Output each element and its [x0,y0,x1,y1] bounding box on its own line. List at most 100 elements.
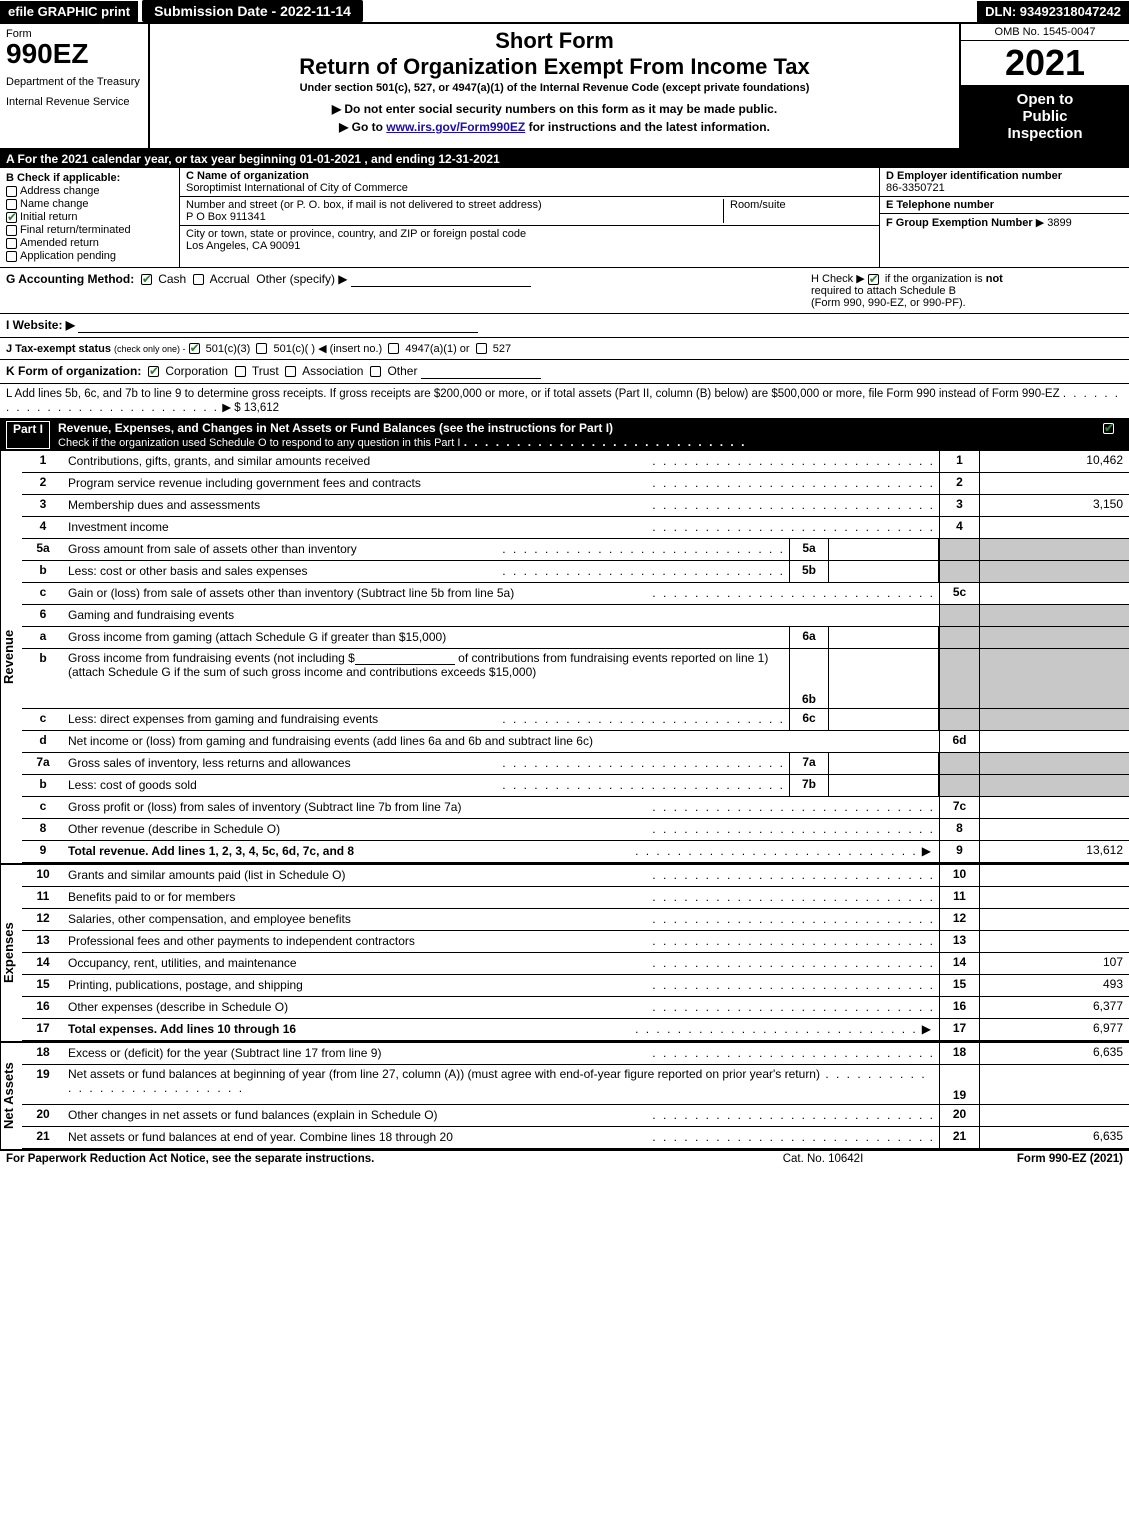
other-specify-blank[interactable] [351,273,531,287]
line-20-value [979,1105,1129,1126]
chk-501c3[interactable] [189,343,200,354]
identity-block: B Check if applicable: Address change Na… [0,168,1129,268]
row-l-gross-receipts: L Add lines 5b, 6c, and 7b to line 9 to … [0,384,1129,419]
revenue-section: Revenue 1Contributions, gifts, grants, a… [0,451,1129,863]
line-7a-value [829,753,939,774]
expenses-section: Expenses 10Grants and similar amounts pa… [0,863,1129,1041]
group-exemption-label: F Group Exemption Number [886,217,1033,229]
col-b-checkboxes: B Check if applicable: Address change Na… [0,168,180,267]
line-6b-blank[interactable] [355,651,455,665]
chk-schedule-o[interactable] [1103,423,1114,434]
dots-icon [502,564,785,578]
chk-corporation[interactable] [148,366,159,377]
row-i-website: I Website: ▶ [0,314,1129,338]
line-6d-value [979,731,1129,752]
line-16: 16Other expenses (describe in Schedule O… [22,997,1129,1019]
part-1-header: Part I Revenue, Expenses, and Changes in… [0,419,1129,451]
form-id-block: Form 990EZ Department of the Treasury In… [0,24,150,148]
goto-suffix: for instructions and the latest informat… [529,120,770,134]
dots-icon [502,756,785,770]
col-c-org-info: C Name of organization Soroptimist Inter… [180,168,879,267]
chk-other-org[interactable] [370,366,381,377]
dots-icon [464,435,747,449]
dots-icon [652,956,935,970]
ein-value: 86-3350721 [886,182,1123,194]
chk-final-return[interactable]: Final return/terminated [6,224,173,236]
line-5a-value [829,539,939,560]
chk-initial-return[interactable]: Initial return [6,211,173,223]
open-line1: Open to [965,91,1125,108]
dots-icon [652,1130,935,1144]
other-org-blank[interactable] [421,365,541,379]
line-8: 8Other revenue (describe in Schedule O)8 [22,819,1129,841]
form-year-block: OMB No. 1545-0047 2021 Open to Public In… [959,24,1129,148]
paperwork-notice: For Paperwork Reduction Act Notice, see … [6,1153,723,1165]
line-7c-value [979,797,1129,818]
arrow-icon [918,844,935,858]
group-exemption-value: 3899 [1047,217,1071,229]
form-footer-label: Form 990-EZ (2021) [923,1153,1123,1165]
col-b-title: B Check if applicable: [6,172,173,184]
open-line2: Public [965,108,1125,125]
chk-cash[interactable] [141,274,152,285]
website-blank[interactable] [78,319,478,333]
dept-treasury: Department of the Treasury [6,76,142,88]
dots-icon [652,890,935,904]
page-footer: For Paperwork Reduction Act Notice, see … [0,1149,1129,1167]
line-6a: aGross income from gaming (attach Schedu… [22,627,1129,649]
dots-icon [652,586,935,600]
dln-number: DLN: 93492318047242 [977,1,1129,22]
catalog-number: Cat. No. 10642I [723,1153,923,1165]
line-15: 15Printing, publications, postage, and s… [22,975,1129,997]
chk-association[interactable] [285,366,296,377]
dots-icon [502,542,785,556]
row-a-tax-year: A For the 2021 calendar year, or tax yea… [0,150,1129,168]
chk-accrual[interactable] [193,274,204,285]
line-6: 6Gaming and fundraising events [22,605,1129,627]
efile-print-label[interactable]: efile GRAPHIC print [0,1,138,22]
line-11-value [979,887,1129,908]
dots-icon [652,1000,935,1014]
form-header: Form 990EZ Department of the Treasury In… [0,24,1129,150]
chk-amended-return[interactable]: Amended return [6,237,173,249]
dots-icon [652,454,935,468]
tax-year: 2021 [961,41,1129,85]
chk-trust[interactable] [235,366,246,377]
line-9: 9Total revenue. Add lines 1, 2, 3, 4, 5c… [22,841,1129,863]
part-1-label: Part I [6,421,50,449]
dots-icon [652,822,935,836]
dots-icon [652,1108,935,1122]
chk-address-change[interactable]: Address change [6,185,173,197]
line-4-value [979,517,1129,538]
line-4: 4Investment income4 [22,517,1129,539]
line-6a-value [829,627,939,648]
line-5c: cGain or (loss) from sale of assets othe… [22,583,1129,605]
line-3-value: 3,150 [979,495,1129,516]
under-section-text: Under section 501(c), 527, or 4947(a)(1)… [154,82,955,94]
line-7a: 7aGross sales of inventory, less returns… [22,753,1129,775]
chk-4947[interactable] [388,343,399,354]
line-1: 1Contributions, gifts, grants, and simil… [22,451,1129,473]
chk-527[interactable] [476,343,487,354]
chk-schedule-b[interactable] [868,274,879,285]
line-19: 19Net assets or fund balances at beginni… [22,1065,1129,1105]
chk-application-pending[interactable]: Application pending [6,250,173,262]
accounting-method: G Accounting Method: Cash Accrual Other … [6,272,803,309]
line-20: 20Other changes in net assets or fund ba… [22,1105,1129,1127]
line-14-value: 107 [979,953,1129,974]
dots-icon [635,1022,918,1036]
form-title-block: Short Form Return of Organization Exempt… [150,24,959,148]
chk-name-change[interactable]: Name change [6,198,173,210]
dots-icon [652,520,935,534]
form-number: 990EZ [6,40,142,68]
line-5a: 5aGross amount from sale of assets other… [22,539,1129,561]
line-2-value [979,473,1129,494]
dots-icon [652,978,935,992]
line-7b: bLess: cost of goods sold7b [22,775,1129,797]
chk-501c[interactable] [256,343,267,354]
line-12: 12Salaries, other compensation, and empl… [22,909,1129,931]
line-15-value: 493 [979,975,1129,996]
street-value: P O Box 911341 [186,211,723,223]
irs-link[interactable]: www.irs.gov/Form990EZ [386,120,525,134]
org-name-label: C Name of organization [186,170,873,182]
